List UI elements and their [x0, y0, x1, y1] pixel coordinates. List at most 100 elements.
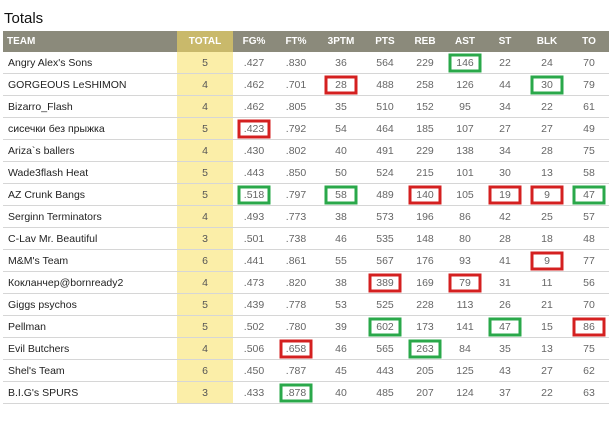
column-header-reb[interactable]: REB [405, 31, 445, 52]
cell-value: 47 [499, 320, 511, 333]
cell-ft-pct: .780 [275, 315, 317, 338]
cell-pts: 443 [365, 359, 405, 382]
cell-reb: 196 [405, 205, 445, 228]
table-row: Evil Butchers 4.506 .658 46 565 263 84 35 13 75 [3, 337, 609, 360]
cell-blk: 27 [525, 359, 569, 382]
column-header-pts[interactable]: PTS [365, 31, 405, 52]
column-header-to[interactable]: TO [569, 31, 609, 52]
column-header-fg-pct[interactable]: FG% [233, 31, 275, 52]
cell-reb: 169 [405, 271, 445, 294]
column-header-total[interactable]: TOTAL [177, 31, 233, 52]
team-name-link[interactable]: сисечки без прыжка [3, 117, 177, 140]
cell-fg-pct: .462 [233, 73, 275, 96]
team-name-link[interactable]: C-Lav Mr. Beautiful [3, 227, 177, 250]
cell-ft-pct: .820 [275, 271, 317, 294]
cell-fg-pct: .439 [233, 293, 275, 316]
cell-pts: 564 [365, 52, 405, 74]
cell-ft-pct: .778 [275, 293, 317, 316]
table-row: M&M's Team 6.441.861 55 567 176 93 41 9 77 [3, 249, 609, 272]
cell-st: 42 [485, 205, 525, 228]
cell-reb: 205 [405, 359, 445, 382]
team-name-link[interactable]: Pellman [3, 315, 177, 338]
cell-ft-pct: .797 [275, 183, 317, 206]
cell-pts: 491 [365, 139, 405, 162]
table-row: Giggs psychos 5.439.778 53 525 228 113 26 21 70 [3, 293, 609, 316]
cell-pts: 573 [365, 205, 405, 228]
cell-blk: 28 [525, 139, 569, 162]
cell-ast: 84 [445, 337, 485, 360]
cell-to: 57 [569, 205, 609, 228]
team-name-link[interactable]: Кокланчер@bornready2 [3, 271, 177, 294]
cell-blk: 18 [525, 227, 569, 250]
team-name-link[interactable]: Shel's Team [3, 359, 177, 382]
column-header-ast[interactable]: AST [445, 31, 485, 52]
cell-3ptm: 50 [317, 161, 365, 184]
cell-ast: 124 [445, 381, 485, 404]
cell-value: 389 [376, 276, 394, 289]
cell-total: 5 [177, 117, 233, 140]
cell-3ptm: 46 [317, 337, 365, 360]
cell-total: 4 [177, 95, 233, 118]
column-header-3ptm[interactable]: 3PTM [317, 31, 365, 52]
cell-value: 79 [459, 276, 471, 289]
team-name-link[interactable]: Giggs psychos [3, 293, 177, 316]
cell-blk: 13 [525, 337, 569, 360]
cell-total: 3 [177, 227, 233, 250]
team-name-link[interactable]: Evil Butchers [3, 337, 177, 360]
cell-pts: 524 [365, 161, 405, 184]
cell-ast: 107 [445, 117, 485, 140]
cell-3ptm: 38 [317, 205, 365, 228]
cell-ast: 146 [445, 52, 485, 74]
cell-total: 5 [177, 293, 233, 316]
cell-fg-pct: .501 [233, 227, 275, 250]
cell-reb: 229 [405, 139, 445, 162]
cell-ast: 125 [445, 359, 485, 382]
cell-st: 35 [485, 337, 525, 360]
cell-st: 22 [485, 52, 525, 74]
cell-total: 4 [177, 73, 233, 96]
team-name-link[interactable]: M&M's Team [3, 249, 177, 272]
cell-value: .878 [285, 386, 307, 399]
cell-ft-pct: .658 [275, 337, 317, 360]
cell-blk: 11 [525, 271, 569, 294]
cell-reb: 176 [405, 249, 445, 272]
team-name-link[interactable]: AZ Crunk Bangs [3, 183, 177, 206]
cell-to: 79 [569, 73, 609, 96]
table-row: GORGEOUS LeSHIMON 4.462.701 28 488 258 126 44 3… [3, 73, 609, 96]
table-row: C-Lav Mr. Beautiful 3.501.738 46 535 148 80 28… [3, 227, 609, 250]
team-name-link[interactable]: Ariza`s ballers [3, 139, 177, 162]
cell-fg-pct: .473 [233, 271, 275, 294]
cell-ast: 79 [445, 271, 485, 294]
table-row: Кокланчер@bornready2 4.473.820 38 389 169 79 3… [3, 271, 609, 294]
cell-total: 5 [177, 161, 233, 184]
team-name-link[interactable]: Bizarro_Flash [3, 95, 177, 118]
team-name-link[interactable]: Wade3flash Heat [3, 161, 177, 184]
cell-pts: 488 [365, 73, 405, 96]
cell-blk: 25 [525, 205, 569, 228]
cell-reb: 173 [405, 315, 445, 338]
team-name-link[interactable]: B.I.G's SPURS [3, 381, 177, 404]
cell-reb: 215 [405, 161, 445, 184]
team-name-link[interactable]: GORGEOUS LeSHIMON [3, 73, 177, 96]
cell-blk: 9 [525, 183, 569, 206]
team-name-link[interactable]: Serginn Terminators [3, 205, 177, 228]
cell-pts: 525 [365, 293, 405, 316]
cell-ft-pct: .850 [275, 161, 317, 184]
team-name-link[interactable]: Angry Alex's Sons [3, 52, 177, 74]
cell-value: 140 [416, 188, 434, 201]
cell-value: 19 [499, 188, 511, 201]
table-row: Ariza`s ballers 4.430.802 40 491 229 138 34 28 7… [3, 139, 609, 162]
cell-reb: 152 [405, 95, 445, 118]
table-row: AZ Crunk Bangs 5 .518 .797 58 489 140 105 19 9 47 [3, 183, 609, 206]
cell-to: 61 [569, 95, 609, 118]
column-header-team[interactable]: TEAM [3, 31, 177, 52]
cell-pts: 535 [365, 227, 405, 250]
cell-st: 27 [485, 117, 525, 140]
cell-value: .518 [243, 188, 265, 201]
column-header-st[interactable]: ST [485, 31, 525, 52]
cell-fg-pct: .518 [233, 183, 275, 206]
cell-to: 47 [569, 183, 609, 206]
column-header-blk[interactable]: BLK [525, 31, 569, 52]
column-header-ft-pct[interactable]: FT% [275, 31, 317, 52]
cell-3ptm: 55 [317, 249, 365, 272]
